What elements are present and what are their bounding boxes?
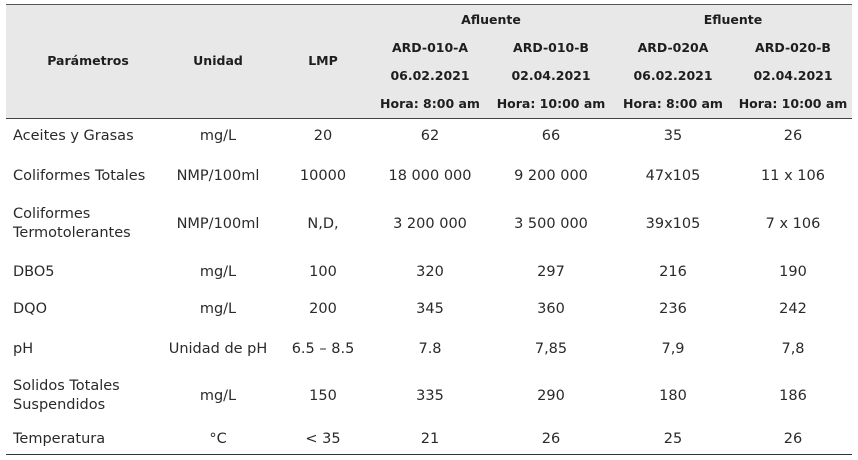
results-table: Parámetros Unidad LMP Afluente Efluente …	[6, 4, 852, 455]
unit-cell: Unidad de pH	[168, 341, 268, 357]
value-cell: 9 200 000	[514, 168, 588, 184]
sample-date: 06.02.2021	[390, 68, 470, 83]
value-cell: 25	[663, 431, 683, 447]
lmp-cell: 20	[313, 128, 333, 144]
table-row: Aceites y Grasas mg/L 20 62 66 35 26	[6, 121, 852, 151]
lmp-cell: N,D,	[307, 216, 339, 232]
param-cell: DBO5	[13, 263, 55, 280]
value-cell: 7,8	[781, 341, 805, 357]
value-cell: 190	[779, 264, 807, 280]
table-row: DQO mg/L 200 345 360 236 242	[6, 294, 852, 324]
value-cell: 290	[537, 388, 565, 404]
value-cell: 180	[659, 388, 687, 404]
sample-time: Hora: 10:00 am	[738, 96, 848, 111]
table-row: Temperatura °C < 35 21 26 25 26	[6, 425, 852, 453]
lmp-cell: 100	[309, 264, 337, 280]
value-cell: 26	[541, 431, 561, 447]
lmp-cell: 6.5 – 8.5	[291, 341, 355, 357]
header-parametros: Parámetros	[47, 53, 129, 68]
sample-code: ARD-020-B	[755, 40, 831, 55]
value-cell: 345	[416, 301, 444, 317]
value-cell: 47x105	[645, 168, 701, 184]
lmp-cell: 10000	[299, 168, 347, 184]
header-unidad: Unidad	[193, 53, 243, 68]
sample-code: ARD-010-B	[513, 40, 589, 55]
table-header: Parámetros Unidad LMP Afluente Efluente …	[6, 5, 852, 119]
sample-code: ARD-020A	[637, 40, 709, 55]
table-row: pH Unidad de pH 6.5 – 8.5 7.8 7,85 7,9 7…	[6, 334, 852, 364]
header-lmp: LMP	[308, 53, 338, 68]
value-cell: 35	[663, 128, 683, 144]
value-cell: 297	[537, 264, 565, 280]
value-cell: 66	[541, 128, 561, 144]
unit-cell: mg/L	[199, 388, 237, 404]
table-row: Coliformes Totales NMP/100ml 10000 18 00…	[6, 161, 852, 191]
unit-cell: mg/L	[199, 264, 237, 280]
unit-cell: NMP/100ml	[176, 216, 260, 232]
header-afluente: Afluente	[461, 12, 521, 27]
value-cell: 21	[420, 431, 440, 447]
value-cell: 320	[416, 264, 444, 280]
value-cell: 7.8	[418, 341, 442, 357]
unit-cell: mg/L	[199, 128, 237, 144]
value-cell: 7,9	[661, 341, 685, 357]
sample-time: Hora: 8:00 am	[380, 96, 480, 111]
sample-date: 02.04.2021	[753, 68, 833, 83]
param-cell: Solidos Totales Suspendidos	[13, 378, 120, 413]
unit-cell: mg/L	[199, 301, 237, 317]
value-cell: 236	[659, 301, 687, 317]
param-cell: Coliformes Totales	[13, 167, 146, 184]
param-cell: DQO	[13, 300, 47, 317]
lmp-cell: < 35	[305, 431, 341, 447]
lmp-cell: 150	[309, 388, 337, 404]
unit-cell: NMP/100ml	[176, 168, 260, 184]
value-cell: 11 x 106	[761, 168, 825, 184]
param-cell: pH	[13, 340, 34, 357]
value-cell: 39x105	[645, 216, 701, 232]
value-cell: 62	[420, 128, 440, 144]
table-row: DBO5 mg/L 100 320 297 216 190	[6, 257, 852, 287]
sample-time: Hora: 10:00 am	[496, 96, 606, 111]
param-cell: Aceites y Grasas	[13, 127, 134, 144]
value-cell: 3 200 000	[393, 216, 467, 232]
table-row: Solidos Totales Suspendidos mg/L 150 335…	[6, 375, 852, 417]
lmp-cell: 200	[309, 301, 337, 317]
sample-date: 06.02.2021	[633, 68, 713, 83]
value-cell: 360	[537, 301, 565, 317]
value-cell: 335	[416, 388, 444, 404]
param-cell: Coliformes Termotolerantes	[13, 206, 131, 241]
value-cell: 18 000 000	[388, 168, 472, 184]
value-cell: 26	[783, 431, 803, 447]
sample-date: 02.04.2021	[511, 68, 591, 83]
param-cell: Temperatura	[13, 430, 106, 447]
sample-time: Hora: 8:00 am	[623, 96, 723, 111]
value-cell: 7,85	[534, 341, 568, 357]
value-cell: 7 x 106	[765, 216, 821, 232]
table-row: Coliformes Termotolerantes NMP/100ml N,D…	[6, 203, 852, 245]
value-cell: 242	[779, 301, 807, 317]
value-cell: 186	[779, 388, 807, 404]
value-cell: 26	[783, 128, 803, 144]
header-efluente: Efluente	[703, 12, 763, 27]
value-cell: 216	[659, 264, 687, 280]
value-cell: 3 500 000	[514, 216, 588, 232]
unit-cell: °C	[209, 431, 227, 447]
sample-code: ARD-010-A	[391, 40, 469, 55]
